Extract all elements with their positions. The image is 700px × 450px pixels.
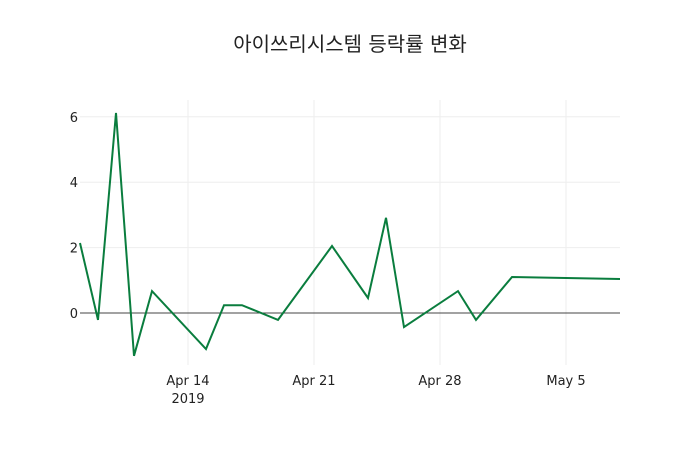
y-tick-label: 4 [70,176,78,191]
chart-title: 아이쓰리시스템 등락률 변화 [233,32,467,56]
y-tick-label: 6 [70,111,78,126]
series-line [79,112,621,357]
x-tick-label: Apr 21 [292,374,335,389]
x-tick-year-label: 2019 [171,392,204,407]
y-tick-label: 0 [70,307,78,322]
x-tick-label: May 5 [546,374,585,389]
gridlines [80,100,620,365]
y-axis-ticks: 0 2 4 6 [70,111,78,322]
y-tick-label: 2 [70,242,78,257]
x-tick-label: Apr 14 [166,374,209,389]
x-axis-ticks: Apr 14 2019 Apr 21 Apr 28 May 5 [166,374,585,407]
x-tick-label: Apr 28 [418,374,461,389]
